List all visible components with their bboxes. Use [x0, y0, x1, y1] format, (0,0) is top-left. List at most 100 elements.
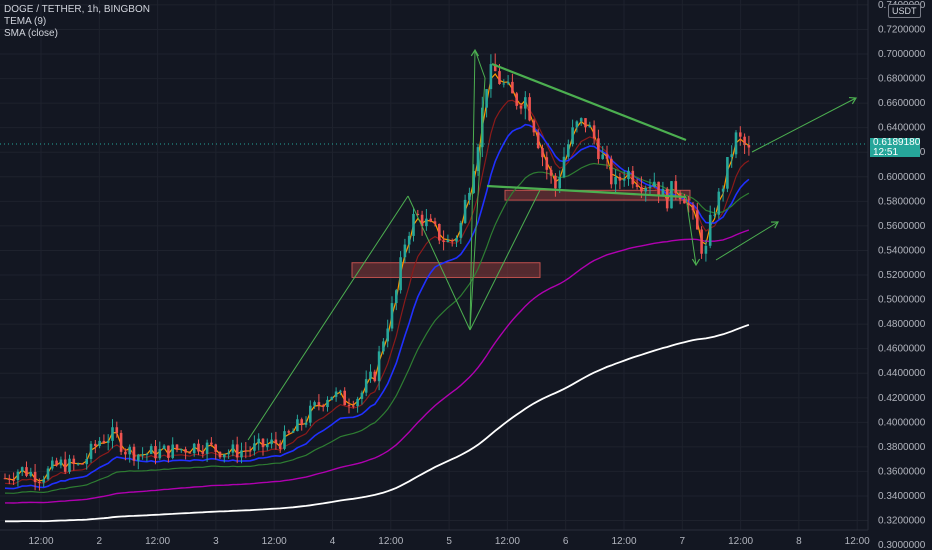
candle-body: [407, 235, 411, 245]
ma-green-line: [4, 162, 750, 494]
price-tick-label: 0.5600000: [878, 221, 926, 232]
candle-body: [648, 186, 652, 189]
candle-body: [210, 442, 213, 445]
candle-body: [3, 478, 7, 480]
candle-body: [300, 419, 303, 425]
candle-body: [502, 83, 506, 85]
candle-body: [670, 181, 673, 209]
price-tick-label: 0.5800000: [878, 196, 926, 207]
candle-body: [493, 64, 497, 72]
candle-body: [665, 188, 669, 209]
candle-body: [455, 237, 458, 242]
candle-body: [386, 328, 389, 342]
candle-body: [425, 218, 428, 227]
candle-body: [420, 214, 424, 227]
ema-blue-line: [4, 123, 750, 490]
candle-body: [743, 136, 746, 146]
candle-body: [248, 450, 252, 452]
candle-body: [158, 449, 162, 459]
symbol-title[interactable]: DOGE / TETHER, 1h, BINGBON: [4, 4, 150, 15]
candle-body: [640, 186, 643, 192]
candle-body: [240, 450, 243, 458]
price-tick-label: 0.3400000: [878, 491, 926, 502]
candle-body: [377, 351, 381, 382]
support-resistance-zones: [351, 189, 691, 278]
ma-white-line: [5, 323, 750, 523]
candle-body: [25, 467, 28, 476]
candle-body: [12, 479, 15, 481]
candle-body: [343, 390, 346, 406]
sma-indicator-label[interactable]: SMA (close): [4, 28, 58, 39]
candle-body: [149, 446, 153, 454]
arrow-head-projection: [848, 96, 858, 105]
time-tick-label: 4: [330, 536, 336, 547]
candle-body: [506, 81, 510, 84]
candle-body: [476, 147, 480, 172]
candle-body: [584, 118, 587, 128]
candle-body: [390, 303, 394, 329]
candle-body: [524, 97, 527, 109]
candle-body: [463, 199, 467, 223]
price-tick-label: 0.3200000: [878, 516, 926, 527]
candle-body: [171, 444, 174, 458]
candle-body: [631, 170, 635, 185]
tema-indicator-label[interactable]: TEMA (9): [4, 16, 47, 27]
ma-purple-line: [5, 229, 750, 504]
candle-body: [128, 446, 131, 455]
candle-body: [511, 81, 514, 94]
candle-body: [162, 445, 166, 450]
candle-body: [382, 341, 385, 352]
candle-body: [180, 449, 183, 451]
candle-body: [16, 471, 20, 481]
time-tick-label: 7: [680, 536, 686, 547]
candle-body: [102, 440, 106, 443]
time-tick-label: 6: [563, 536, 569, 547]
candle-body: [278, 443, 282, 449]
arrow-head-down: [691, 258, 701, 267]
candle-body: [154, 446, 157, 459]
candle-body: [403, 244, 407, 258]
candle-body: [498, 71, 501, 85]
candle-body: [29, 471, 33, 476]
candle-body: [558, 177, 561, 189]
candle-body: [657, 181, 660, 196]
candle-body: [223, 454, 226, 458]
triangle-upper-trendline: [491, 62, 687, 142]
time-tick-label: 12:00: [378, 536, 403, 547]
price-tick-label: 0.7000000: [878, 49, 926, 60]
time-tick-label: 12:00: [728, 536, 753, 547]
price-tick-label: 0.4000000: [878, 417, 926, 428]
candle-body: [111, 427, 114, 441]
candle-body: [739, 132, 742, 137]
price-tick-label: 0.4400000: [878, 368, 926, 379]
candle-body: [610, 158, 613, 185]
price-tick-label: 0.4600000: [878, 344, 926, 355]
currency-badge[interactable]: USDT: [888, 4, 921, 18]
candle-body: [197, 443, 200, 452]
candle-body: [635, 184, 639, 187]
candle-body: [313, 402, 316, 406]
candle-body: [296, 419, 299, 432]
price-axis[interactable]: [868, 0, 932, 550]
time-axis[interactable]: [0, 530, 932, 550]
candle-body: [691, 205, 695, 211]
candle-body: [8, 478, 11, 480]
candle-body: [717, 191, 721, 215]
time-tick-label: 12:00: [845, 536, 870, 547]
candle-body: [132, 446, 136, 461]
time-tick-label: 12:00: [28, 536, 53, 547]
rebound-arrow-line: [715, 221, 779, 261]
candle-body: [450, 240, 454, 242]
candle-body: [98, 440, 101, 446]
candle-body: [687, 203, 690, 206]
candle-body: [489, 64, 493, 90]
candle-body: [68, 458, 71, 472]
candle-body: [352, 405, 355, 407]
candle-body: [81, 463, 84, 465]
impulse-wave-line: [247, 195, 409, 441]
candle-body: [726, 157, 729, 189]
candle-body: [528, 97, 531, 121]
candle-body: [192, 443, 196, 454]
candle-body: [304, 422, 308, 425]
